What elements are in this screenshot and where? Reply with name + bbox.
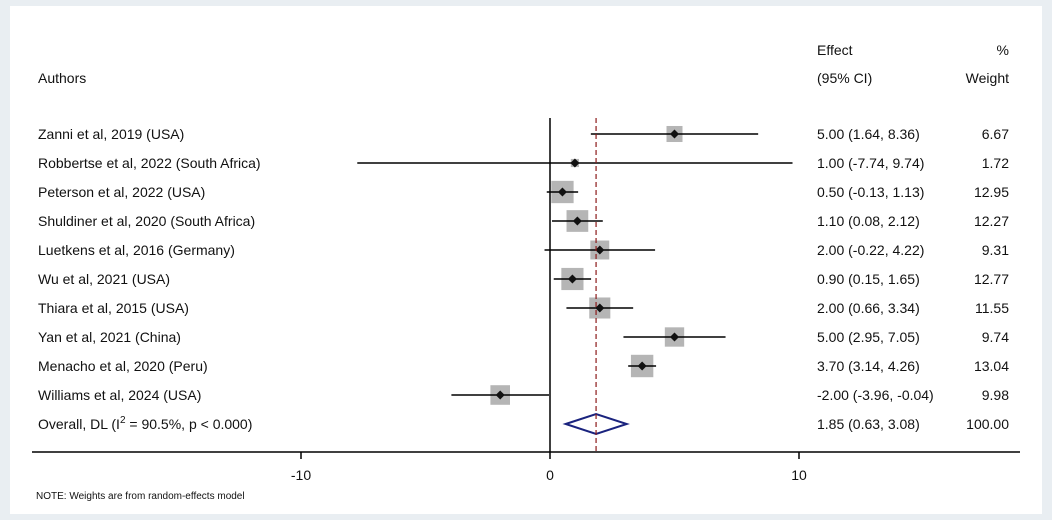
x-tick-label: 0 bbox=[546, 467, 554, 483]
study-label: Peterson et al, 2022 (USA) bbox=[38, 184, 205, 200]
forest-plot-svg: Authors Effect (95% CI) % Weight Zanni e… bbox=[32, 42, 1020, 502]
point-estimate bbox=[595, 245, 605, 255]
study-effect-ci: -2.00 (-3.96, -0.04) bbox=[817, 387, 934, 403]
point-estimate bbox=[670, 332, 679, 342]
study-label: Shuldiner et al, 2020 (South Africa) bbox=[38, 213, 255, 229]
study-weight: 6.67 bbox=[982, 126, 1009, 142]
point-estimate bbox=[572, 216, 582, 226]
study-rows: Zanni et al, 2019 (USA) 5.00 (1.64, 8.36)… bbox=[38, 126, 1009, 403]
study-effect-ci: 5.00 (2.95, 7.05) bbox=[817, 329, 920, 345]
x-tick-label: 10 bbox=[791, 467, 807, 483]
overall-diamond bbox=[562, 412, 630, 436]
study-weight: 9.74 bbox=[982, 329, 1009, 345]
study-weight: 11.55 bbox=[975, 300, 1009, 316]
study-weight: 12.77 bbox=[974, 271, 1009, 287]
study-label: Thiara et al, 2015 (USA) bbox=[38, 300, 189, 316]
header-authors: Authors bbox=[38, 70, 86, 86]
point-estimate bbox=[637, 361, 647, 371]
study-weight: 1.72 bbox=[982, 155, 1009, 171]
study-weight: 9.98 bbox=[982, 387, 1009, 403]
point-estimate bbox=[557, 187, 567, 197]
study-label: Williams et al, 2024 (USA) bbox=[38, 387, 201, 403]
study-effect-ci: 1.00 (-7.74, 9.74) bbox=[817, 155, 924, 171]
study-effect-ci: 2.00 (0.66, 3.34) bbox=[817, 300, 920, 316]
weights-note: NOTE: Weights are from random-effects mo… bbox=[36, 491, 245, 502]
study-marks bbox=[357, 125, 793, 405]
header-weight-line2: Weight bbox=[966, 70, 1009, 86]
overall-effect-ci: 1.85 (0.63, 3.08) bbox=[817, 416, 920, 432]
study-effect-ci: 3.70 (3.14, 4.26) bbox=[817, 358, 920, 374]
x-tick-label: -10 bbox=[291, 467, 311, 483]
study-label: Robbertse et al, 2022 (South Africa) bbox=[38, 155, 261, 171]
forest-plot: Authors Effect (95% CI) % Weight Zanni e… bbox=[10, 6, 1042, 514]
study-effect-ci: 5.00 (1.64, 8.36) bbox=[817, 126, 920, 142]
overall-weight: 100.00 bbox=[966, 416, 1009, 432]
study-label: Yan et al, 2021 (China) bbox=[38, 329, 181, 345]
study-effect-ci: 0.90 (0.15, 1.65) bbox=[817, 271, 920, 287]
study-label: Wu et al, 2021 (USA) bbox=[38, 271, 170, 287]
overall-label: Overall, DL (I2 = 90.5%, p < 0.000) bbox=[38, 415, 252, 432]
x-axis: -10 0 10 bbox=[32, 118, 1020, 483]
point-estimate bbox=[595, 303, 605, 313]
study-effect-ci: 0.50 (-0.13, 1.13) bbox=[817, 184, 924, 200]
study-effect-ci: 2.00 (-0.22, 4.22) bbox=[817, 242, 924, 258]
overall-label-superscript: 2 bbox=[120, 415, 126, 426]
study-label: Menacho et al, 2020 (Peru) bbox=[38, 358, 208, 374]
overall-row: Overall, DL (I2 = 90.5%, p < 0.000) 1.85 … bbox=[38, 412, 1009, 436]
overall-label-suffix: = 90.5%, p < 0.000) bbox=[126, 416, 253, 432]
study-effect-ci: 1.10 (0.08, 2.12) bbox=[817, 213, 920, 229]
point-estimate bbox=[567, 274, 577, 284]
point-estimate bbox=[495, 390, 505, 400]
study-weight: 13.04 bbox=[974, 358, 1009, 374]
study-weight: 12.27 bbox=[974, 213, 1009, 229]
point-estimate bbox=[670, 129, 679, 139]
study-label: Luetkens et al, 2016 (Germany) bbox=[38, 242, 235, 258]
overall-label-prefix: Overall, DL (I bbox=[38, 416, 120, 432]
study-weight: 9.31 bbox=[982, 242, 1009, 258]
study-weight: 12.95 bbox=[974, 184, 1009, 200]
header-effect-line1: Effect bbox=[817, 42, 853, 58]
point-estimate bbox=[570, 158, 580, 168]
header-effect-line2: (95% CI) bbox=[817, 70, 872, 86]
study-label: Zanni et al, 2019 (USA) bbox=[38, 126, 184, 142]
header-weight-line1: % bbox=[997, 42, 1009, 58]
